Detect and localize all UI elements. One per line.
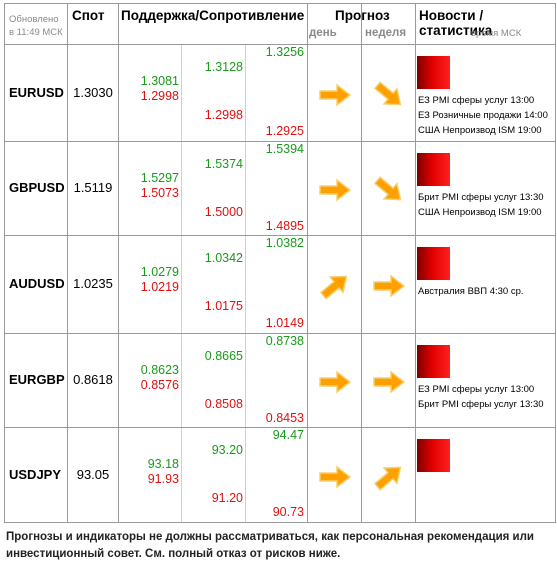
resistance-level-1: 1.2998 bbox=[140, 89, 179, 103]
resistance-level-1: 91.93 bbox=[147, 472, 179, 486]
news-item: Брит PMI сферы услуг 13:30 bbox=[418, 192, 544, 203]
support-level-2: 1.0342 bbox=[204, 251, 243, 265]
news-item: Брит PMI сферы услуг 13:30 bbox=[418, 399, 544, 410]
support-level-2: 93.20 bbox=[211, 443, 243, 457]
news-header: Новости / статистика bbox=[419, 8, 493, 38]
grid-line bbox=[5, 141, 555, 142]
news-red-box-icon bbox=[417, 56, 450, 89]
resistance-level-2: 1.2998 bbox=[204, 108, 243, 122]
forecast-week-arrow-icon bbox=[371, 176, 407, 201]
table-row: EURGBP 0.8618 0.8623 0.8576 0.8665 0.8508 0.87… bbox=[5, 333, 555, 427]
resistance-level-2: 0.8508 bbox=[204, 397, 243, 411]
support-level-1: 0.8623 bbox=[140, 363, 179, 377]
spot-price: 1.0235 bbox=[73, 276, 113, 291]
news-red-box-icon bbox=[417, 247, 450, 280]
resistance-level-3: 1.4895 bbox=[265, 219, 304, 233]
grid-line bbox=[67, 4, 68, 522]
resistance-level-2: 91.20 bbox=[211, 491, 243, 505]
news-item: ЕЗ PMI сферы услуг 13:00 bbox=[418, 95, 535, 106]
grid-line bbox=[5, 44, 555, 45]
disclaimer: Прогнозы и индикаторы не должны рассматр… bbox=[6, 531, 534, 560]
grid-line bbox=[415, 4, 416, 522]
news-item: ЕЗ PMI сферы услуг 13:00 bbox=[418, 384, 535, 395]
support-level-1: 1.3081 bbox=[140, 74, 179, 88]
pair-name: USDJPY bbox=[9, 467, 62, 482]
resistance-level-3: 1.2925 bbox=[265, 124, 304, 138]
updated-time: в 11:49 МСК bbox=[9, 27, 63, 38]
grid-line bbox=[118, 4, 119, 522]
pair-name: EURGBP bbox=[9, 372, 65, 387]
forecast-week-arrow-icon bbox=[371, 463, 407, 491]
grid-line bbox=[307, 4, 308, 522]
support-level-1: 1.5297 bbox=[140, 171, 179, 185]
news-item: ЕЗ Розничные продажи 14:00 bbox=[418, 110, 548, 121]
news-red-box-icon bbox=[417, 153, 450, 186]
support-level-3: 1.5394 bbox=[265, 142, 304, 156]
forecast-day-arrow-icon bbox=[317, 176, 353, 202]
support-level-1: 93.18 bbox=[147, 457, 179, 471]
grid-line bbox=[5, 427, 555, 428]
resistance-level-1: 0.8576 bbox=[140, 378, 179, 392]
forecast-week-header: неделя bbox=[365, 27, 407, 39]
pair-name: EURUSD bbox=[9, 85, 64, 100]
news-item: США Непроизвод ISM 19:00 bbox=[418, 125, 542, 136]
support-level-2: 0.8665 bbox=[204, 349, 243, 363]
forecast-week-arrow-icon bbox=[371, 80, 407, 105]
forecast-week-arrow-icon bbox=[371, 272, 407, 298]
news-time-header: время МСК bbox=[471, 28, 522, 39]
spot-header: Спот bbox=[72, 8, 105, 23]
news-red-box-icon bbox=[417, 439, 450, 472]
resistance-level-3: 90.73 bbox=[272, 505, 304, 519]
support-level-3: 1.3256 bbox=[265, 45, 304, 59]
grid-line bbox=[181, 44, 182, 522]
grid-line bbox=[5, 235, 555, 236]
support-level-3: 0.8738 bbox=[265, 334, 304, 348]
forecast-header: Прогноз bbox=[335, 8, 390, 23]
spot-price: 1.3030 bbox=[73, 85, 113, 100]
spot-price: 0.8618 bbox=[73, 372, 113, 387]
news-item: США Непроизвод ISM 19:00 bbox=[418, 207, 542, 218]
pair-name: AUDUSD bbox=[9, 276, 65, 291]
support-level-3: 94.47 bbox=[272, 428, 304, 442]
table-row: GBPUSD 1.5119 1.5297 1.5073 1.5374 1.5000 1.53… bbox=[5, 141, 555, 235]
resistance-level-2: 1.5000 bbox=[204, 205, 243, 219]
forecast-day-arrow-icon bbox=[317, 463, 353, 489]
support-level-2: 1.3128 bbox=[204, 60, 243, 74]
forecast-day-arrow-icon bbox=[317, 368, 353, 394]
support-level-1: 1.0279 bbox=[140, 265, 179, 279]
grid-line bbox=[245, 44, 246, 522]
updated-label: Обновлено bbox=[9, 14, 59, 25]
pair-name: GBPUSD bbox=[9, 180, 65, 195]
forecast-table: Обновлено в 11:49 МСК Спот Поддержка/Соп… bbox=[4, 3, 556, 523]
resistance-level-2: 1.0175 bbox=[204, 299, 243, 313]
resistance-level-3: 1.0149 bbox=[265, 316, 304, 330]
resistance-level-1: 1.5073 bbox=[140, 186, 179, 200]
table-row: AUDUSD 1.0235 1.0279 1.0219 1.0342 1.0175 1.03… bbox=[5, 235, 555, 333]
news-red-box-icon bbox=[417, 345, 450, 378]
resistance-level-1: 1.0219 bbox=[140, 280, 179, 294]
table-row: EURUSD 1.3030 1.3081 1.2998 1.3128 1.2998 1.32… bbox=[5, 44, 555, 141]
forecast-day-arrow-icon bbox=[317, 81, 353, 107]
grid-line bbox=[5, 333, 555, 334]
spot-price: 93.05 bbox=[76, 467, 110, 482]
grid-line bbox=[361, 4, 362, 522]
support-resistance-header: Поддержка/Сопротивление bbox=[121, 8, 305, 23]
forecast-day-header: день bbox=[309, 27, 337, 39]
support-level-3: 1.0382 bbox=[265, 236, 304, 250]
forecast-week-arrow-icon bbox=[371, 368, 407, 394]
forecast-day-arrow-icon bbox=[317, 272, 353, 300]
resistance-level-3: 0.8453 bbox=[265, 411, 304, 425]
news-item: Австралия ВВП 4:30 ср. bbox=[418, 286, 524, 297]
spot-price: 1.5119 bbox=[73, 180, 113, 195]
support-level-2: 1.5374 bbox=[204, 157, 243, 171]
table-row: USDJPY 93.05 93.18 91.93 93.20 91.20 94.47 90.7… bbox=[5, 427, 555, 522]
